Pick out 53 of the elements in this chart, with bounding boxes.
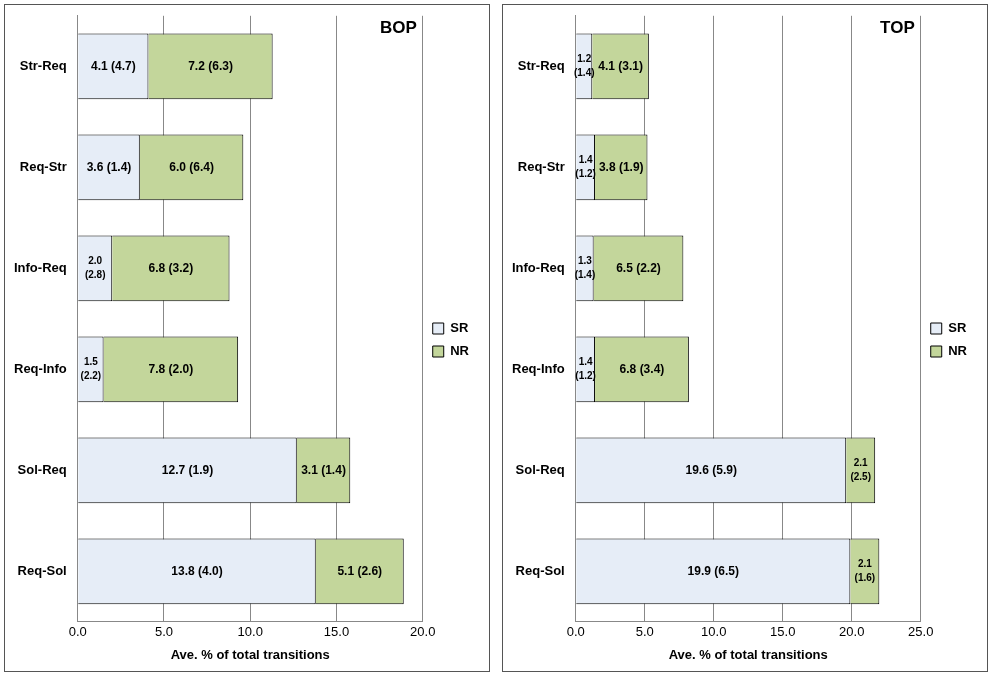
x-tick-label: 5.0: [635, 624, 654, 640]
data-label: 1.2 (1.4): [573, 53, 595, 79]
data-label: 2.1 (2.5): [850, 457, 871, 483]
x-tick-label: 20.0: [839, 624, 865, 640]
data-label: 2.0 (2.8): [84, 255, 106, 281]
x-axis-title: Ave. % of total transitions: [170, 646, 330, 662]
data-label: 6.8 (3.2): [148, 260, 194, 275]
data-label: 7.8 (2.0): [148, 361, 194, 376]
x-axis-title: Ave. % of total transitions: [668, 646, 828, 662]
data-label: 1.3 (1.4): [574, 255, 596, 281]
data-label: 13.8 (4.0): [171, 563, 223, 578]
data-label: 7.2 (6.3): [188, 58, 233, 73]
y-tick-label: Req-Info: [511, 360, 565, 376]
data-label: 3.1 (1.4): [301, 462, 346, 477]
y-tick-label: Sol-Req: [17, 461, 67, 477]
y-tick-label: Sol-Req: [515, 461, 565, 477]
data-label: 6.8 (3.4): [619, 361, 665, 376]
chart-title: BOP: [379, 17, 417, 37]
data-label: 6.5 (2.2): [616, 260, 661, 275]
y-tick-label: Req-Sol: [515, 562, 565, 578]
y-tick-label: Req-Str: [517, 158, 565, 174]
x-tick-label: 25.0: [908, 624, 934, 640]
data-label: 3.6 (1.4): [86, 159, 132, 174]
x-tick-label: 20.0: [410, 624, 436, 640]
legend-label: SR: [450, 320, 469, 336]
data-label: 19.9 (6.5): [687, 563, 739, 578]
x-tick-label: 10.0: [237, 624, 263, 640]
legend-label: NR: [948, 343, 968, 359]
x-tick-label: 0.0: [68, 624, 87, 640]
y-tick-label: Req-Str: [19, 158, 67, 174]
y-tick-label: Str-Req: [517, 57, 565, 73]
chart-title: TOP: [880, 17, 915, 37]
legend-label: NR: [450, 343, 470, 359]
data-label: 1.5 (2.2): [80, 356, 102, 382]
data-label: 2.1 (1.6): [854, 558, 876, 584]
x-tick-label: 15.0: [770, 624, 796, 640]
data-label: 19.6 (5.9): [685, 462, 737, 477]
data-label: 12.7 (1.9): [161, 462, 214, 477]
data-label: 4.1 (3.1): [598, 58, 643, 73]
data-label: 3.8 (1.9): [598, 159, 644, 174]
data-label: 6.0 (6.4): [169, 159, 214, 174]
data-label: 4.1 (4.7): [90, 58, 136, 73]
x-tick-label: 0.0: [566, 624, 585, 640]
legend-label: SR: [948, 320, 967, 336]
x-tick-label: 10.0: [701, 624, 727, 640]
x-tick-label: 5.0: [154, 624, 173, 640]
y-tick-label: Str-Req: [19, 57, 67, 73]
data-label: 5.1 (2.6): [337, 563, 383, 578]
y-tick-label: Info-Req: [511, 259, 565, 275]
y-tick-label: Req-Info: [13, 360, 67, 376]
y-tick-label: Req-Sol: [17, 562, 67, 578]
y-tick-label: Info-Req: [13, 259, 67, 275]
x-tick-label: 15.0: [323, 624, 350, 640]
